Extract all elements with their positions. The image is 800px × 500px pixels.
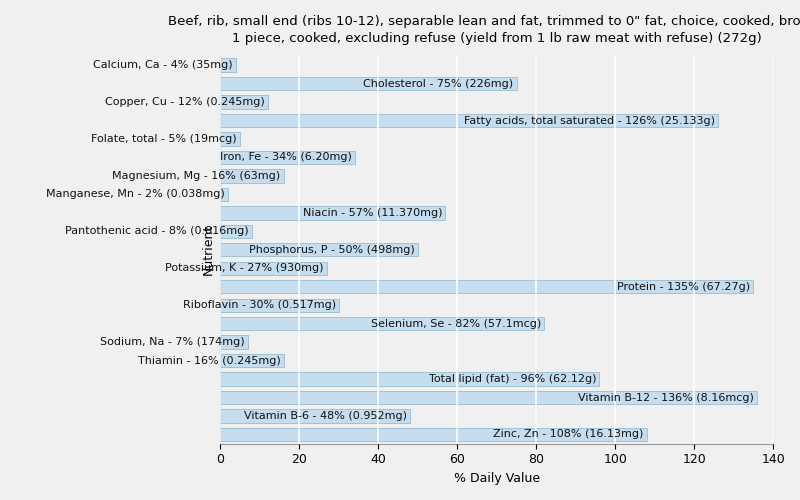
Text: Potassium, K - 27% (930mg): Potassium, K - 27% (930mg) bbox=[166, 264, 324, 274]
Text: Fatty acids, total saturated - 126% (25.133g): Fatty acids, total saturated - 126% (25.… bbox=[464, 116, 714, 126]
Bar bbox=[221, 372, 599, 386]
Title: Beef, rib, small end (ribs 10-12), separable lean and fat, trimmed to 0" fat, ch: Beef, rib, small end (ribs 10-12), separ… bbox=[168, 15, 800, 45]
Bar bbox=[221, 132, 240, 145]
Text: Phosphorus, P - 50% (498mg): Phosphorus, P - 50% (498mg) bbox=[249, 245, 414, 255]
Bar bbox=[221, 170, 284, 182]
Bar bbox=[221, 151, 354, 164]
Text: Iron, Fe - 34% (6.20mg): Iron, Fe - 34% (6.20mg) bbox=[220, 152, 351, 162]
Text: Niacin - 57% (11.370mg): Niacin - 57% (11.370mg) bbox=[303, 208, 442, 218]
Bar bbox=[221, 243, 418, 256]
Text: Vitamin B-12 - 136% (8.16mcg): Vitamin B-12 - 136% (8.16mcg) bbox=[578, 392, 754, 402]
Bar bbox=[221, 428, 646, 441]
Text: Protein - 135% (67.27g): Protein - 135% (67.27g) bbox=[617, 282, 750, 292]
Bar bbox=[221, 206, 446, 220]
Bar bbox=[221, 96, 268, 108]
Text: Total lipid (fat) - 96% (62.12g): Total lipid (fat) - 96% (62.12g) bbox=[429, 374, 596, 384]
Text: Riboflavin - 30% (0.517mg): Riboflavin - 30% (0.517mg) bbox=[182, 300, 336, 310]
Bar bbox=[221, 280, 754, 293]
Text: Sodium, Na - 7% (174mg): Sodium, Na - 7% (174mg) bbox=[100, 337, 245, 347]
Text: Folate, total - 5% (19mcg): Folate, total - 5% (19mcg) bbox=[91, 134, 237, 144]
Bar bbox=[221, 262, 327, 275]
Bar bbox=[221, 336, 248, 349]
Text: Vitamin B-6 - 48% (0.952mg): Vitamin B-6 - 48% (0.952mg) bbox=[244, 411, 406, 421]
X-axis label: % Daily Value: % Daily Value bbox=[454, 472, 540, 485]
Text: Magnesium, Mg - 16% (63mg): Magnesium, Mg - 16% (63mg) bbox=[112, 171, 281, 181]
Bar bbox=[221, 317, 544, 330]
Text: Cholesterol - 75% (226mg): Cholesterol - 75% (226mg) bbox=[363, 78, 514, 88]
Bar bbox=[221, 188, 228, 201]
Text: Zinc, Zn - 108% (16.13mg): Zinc, Zn - 108% (16.13mg) bbox=[494, 430, 644, 440]
Text: Copper, Cu - 12% (0.245mg): Copper, Cu - 12% (0.245mg) bbox=[105, 97, 265, 107]
Text: Manganese, Mn - 2% (0.038mg): Manganese, Mn - 2% (0.038mg) bbox=[46, 190, 225, 200]
Text: Pantothenic acid - 8% (0.816mg): Pantothenic acid - 8% (0.816mg) bbox=[66, 226, 249, 236]
Text: Selenium, Se - 82% (57.1mcg): Selenium, Se - 82% (57.1mcg) bbox=[370, 318, 541, 328]
Y-axis label: Nutrient: Nutrient bbox=[202, 224, 215, 276]
Text: Calcium, Ca - 4% (35mg): Calcium, Ca - 4% (35mg) bbox=[94, 60, 233, 70]
Bar bbox=[221, 58, 236, 72]
Bar bbox=[221, 410, 410, 422]
Bar bbox=[221, 354, 284, 368]
Bar bbox=[221, 391, 758, 404]
Bar bbox=[221, 298, 339, 312]
Bar bbox=[221, 114, 718, 127]
Bar bbox=[221, 77, 517, 90]
Bar bbox=[221, 224, 252, 238]
Text: Thiamin - 16% (0.245mg): Thiamin - 16% (0.245mg) bbox=[138, 356, 281, 366]
